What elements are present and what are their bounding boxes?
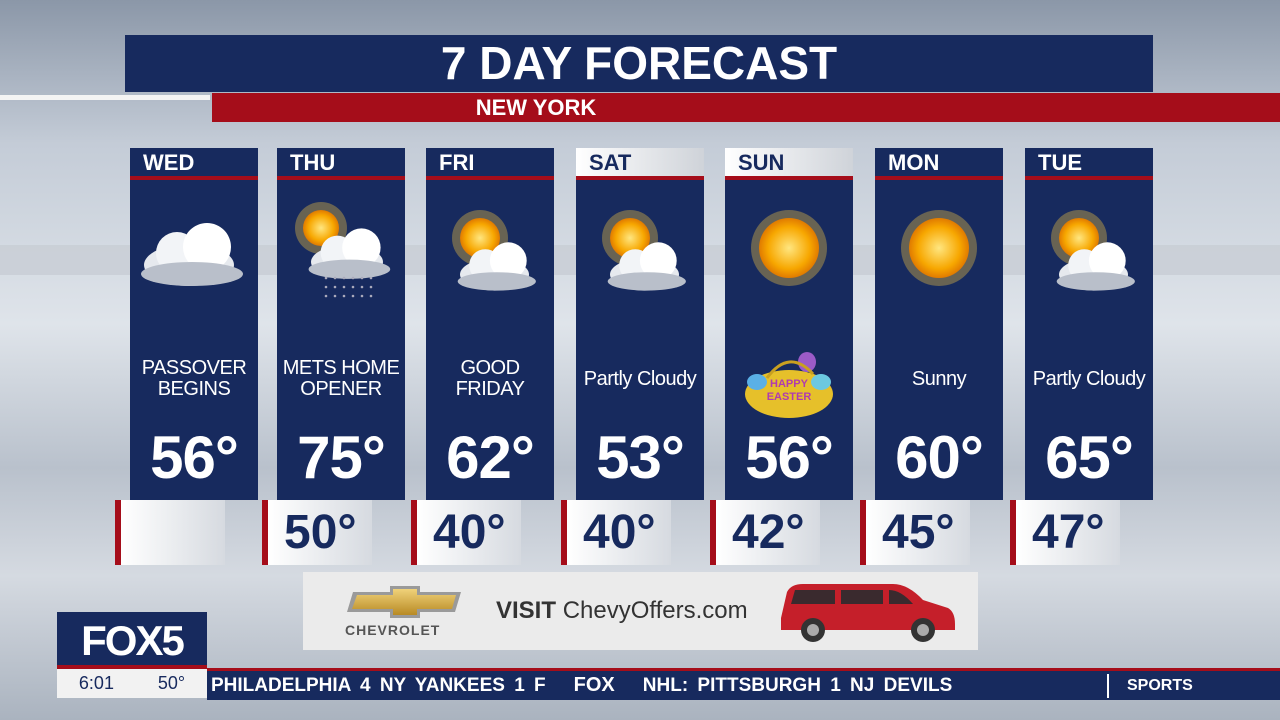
sun-rain-cloud-icon xyxy=(295,202,391,298)
forecast-day-sat: SAT Partly Cloudy 53° xyxy=(576,148,704,500)
day-description: Partly Cloudy xyxy=(1032,367,1146,390)
forecast-day-wed: WED PASSOVER BEGINS 56° xyxy=(130,148,258,500)
news-ticker: PHILADELPHIA 4 NY YANKEES 1 F FOX NHL: PIT… xyxy=(207,668,1280,700)
easter-badge: HAPPY EASTER xyxy=(766,378,812,403)
partly-cloudy-icon xyxy=(452,210,536,291)
forecast-day-sun: SUN HAPPY EASTER 56° xyxy=(725,148,853,500)
clock: 6:01 xyxy=(78,673,114,693)
day-label: WED xyxy=(130,148,258,180)
high-temp: 60° xyxy=(895,424,984,491)
ticker-score-2: NHL: PITTSBURGH 1 NJ DEVILS xyxy=(642,675,953,696)
high-temp: 65° xyxy=(1045,424,1134,491)
high-temp: 56° xyxy=(150,424,239,491)
day-label: FRI xyxy=(426,148,554,180)
sunny-icon xyxy=(901,210,977,286)
sunny-icon xyxy=(751,210,827,286)
low-temp: 47° xyxy=(1010,500,1120,565)
day-description: METS HOME OPENER xyxy=(282,357,400,400)
location-label: NEW YORK xyxy=(475,95,597,120)
location-banner: NEW YORK xyxy=(212,93,1280,122)
station-logo: FOX5 xyxy=(57,612,207,669)
low-temp xyxy=(115,500,225,565)
day-description: GOOD FRIDAY xyxy=(455,357,525,400)
chevrolet-bowtie-icon xyxy=(347,586,461,618)
day-label: THU xyxy=(277,148,405,180)
fox5-logo: FOX5 6:01 50° xyxy=(57,612,207,698)
day-description: Sunny xyxy=(911,367,967,390)
partly-cloudy-icon xyxy=(1051,210,1135,291)
car-image xyxy=(781,584,955,642)
low-temp: 45° xyxy=(860,500,970,565)
easter-basket-icon: HAPPY EASTER xyxy=(737,348,841,420)
forecast-day-thu: THU METS HOME OPENER 75° xyxy=(277,148,405,500)
forecast-day-fri: FRI GOOD FRIDAY 62° xyxy=(426,148,554,500)
low-temp: 40° xyxy=(411,500,521,565)
high-temp: 62° xyxy=(446,424,535,491)
partly-cloudy-icon xyxy=(602,210,686,291)
low-temp: 40° xyxy=(561,500,671,565)
day-description: PASSOVER BEGINS xyxy=(141,357,247,400)
low-temp: 50° xyxy=(262,500,372,565)
day-description: Partly Cloudy xyxy=(583,367,697,390)
cloudy-icon xyxy=(141,223,243,286)
divider xyxy=(0,95,210,100)
fox-logo: FOX xyxy=(573,674,615,696)
page-title: 7 DAY FORECAST xyxy=(125,35,1153,92)
forecast-day-tue: TUE Partly Cloudy 65° xyxy=(1025,148,1153,500)
day-label: SAT xyxy=(576,148,704,180)
ad-visit: VISIT xyxy=(496,597,557,624)
low-temp: 42° xyxy=(710,500,820,565)
chevrolet-ad[interactable]: CHEVROLET VISIT ChevyOffers.com xyxy=(303,572,978,650)
forecast-day-mon: MON Sunny 60° xyxy=(875,148,1003,500)
ad-brand: CHEVROLET xyxy=(345,622,441,638)
day-label: MON xyxy=(875,148,1003,180)
ad-site: ChevyOffers.com xyxy=(562,597,748,624)
current-temp: 50° xyxy=(157,673,186,693)
ticker-section: SPORTS xyxy=(1107,674,1280,698)
high-temp: 75° xyxy=(297,424,386,491)
high-temp: 53° xyxy=(596,424,685,491)
high-temp: 56° xyxy=(745,424,834,491)
day-label: TUE xyxy=(1025,148,1153,180)
day-description xyxy=(725,358,853,400)
day-label: SUN xyxy=(725,148,853,180)
ad-text[interactable]: VISIT ChevyOffers.com xyxy=(496,597,748,625)
ticker-score-1: PHILADELPHIA 4 NY YANKEES 1 F xyxy=(211,675,546,696)
